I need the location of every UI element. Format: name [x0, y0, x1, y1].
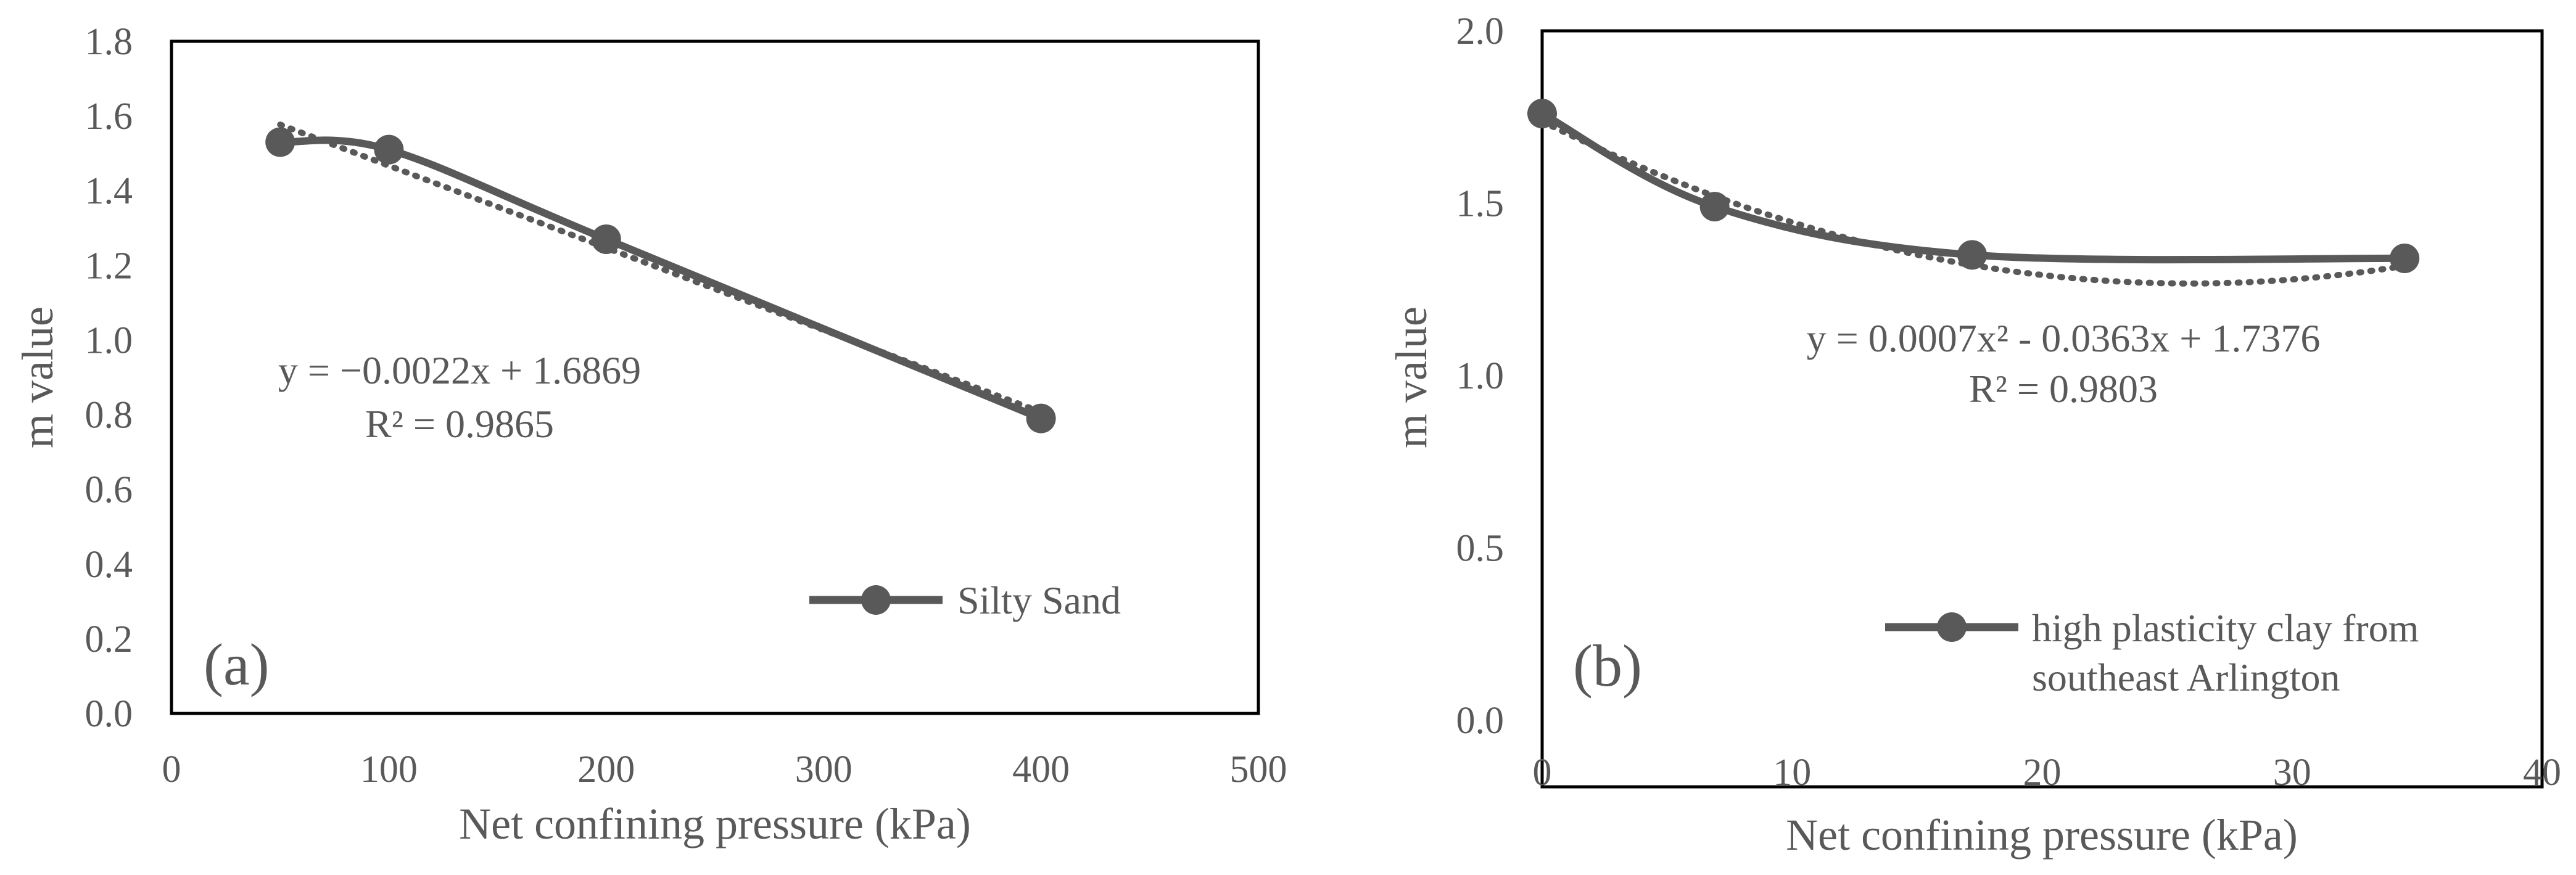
- chart-panel-a: 0.0 0.2 0.4 0.6 0.8 1.0 1.2 1.4 1.6 1.8 0 100 200 30…: [13, 21, 1287, 848]
- data-point-marker: [1699, 192, 1730, 222]
- series-line-clay: [1538, 110, 2409, 264]
- x-tick-label: 0: [162, 749, 181, 791]
- legend-label-clay-line1: high plasticity clay from: [2032, 606, 2419, 650]
- x-tick-labels-a: 0 100 200 300 400 500: [162, 749, 1287, 791]
- series-markers-b: [1527, 99, 2420, 273]
- data-point-marker: [374, 134, 404, 165]
- x-axis-label-a: Net confining pressure (kPa): [459, 799, 971, 848]
- y-axis-label-b: m value: [1387, 306, 1436, 448]
- legend-label-silty-sand: Silty Sand: [957, 578, 1121, 622]
- legend-b: high plasticity clay from southeast Arli…: [1885, 606, 2419, 699]
- series-markers-a: [265, 127, 1056, 433]
- y-tick-label: 1.0: [85, 319, 133, 361]
- y-tick-label: 0.5: [1456, 528, 1505, 570]
- series-line-silty-sand: [276, 136, 1045, 422]
- trendline-equation-a: y = −0.0022x + 1.6869: [278, 348, 641, 392]
- r-squared-a: R² = 0.9865: [365, 402, 554, 446]
- y-tick-labels-a: 0.0 0.2 0.4 0.6 0.8 1.0 1.2 1.4 1.6 1.8: [85, 21, 133, 735]
- y-tick-label: 1.0: [1456, 355, 1505, 397]
- y-tick-label: 0.0: [1456, 700, 1505, 742]
- y-tick-label: 2.0: [1456, 10, 1505, 52]
- y-tick-label: 1.6: [85, 96, 133, 138]
- panel-label-a: (a): [204, 631, 270, 697]
- x-tick-label: 10: [1773, 752, 1811, 794]
- data-point-marker: [1957, 240, 1988, 270]
- panel-label-b: (b): [1573, 633, 1642, 699]
- legend-label-clay-line2: southeast Arlington: [2032, 655, 2340, 699]
- y-tick-label: 1.8: [85, 21, 133, 63]
- x-tick-label: 500: [1230, 749, 1287, 791]
- data-point-marker: [1026, 403, 1056, 433]
- y-tick-label: 0.0: [85, 693, 133, 735]
- data-point-marker: [2390, 243, 2420, 273]
- y-tick-label: 1.4: [85, 170, 133, 212]
- y-tick-label: 0.2: [85, 618, 133, 660]
- r-squared-b: R² = 0.9803: [1969, 367, 2158, 411]
- data-point-marker: [591, 224, 621, 254]
- chart-panel-b: 0.0 0.5 1.0 1.5 2.0 0 10 20 30 40 Net confining …: [1387, 10, 2561, 860]
- x-tick-label: 20: [2023, 752, 2062, 794]
- x-tick-label: 100: [360, 749, 418, 791]
- x-tick-label: 40: [2523, 752, 2561, 794]
- legend-marker-a: [861, 585, 891, 615]
- x-tick-label: 200: [577, 749, 635, 791]
- x-tick-labels-b: 0 10 20 30 40: [1533, 752, 2562, 794]
- x-axis-label-b: Net confining pressure (kPa): [1786, 810, 2298, 860]
- data-point-marker: [1527, 99, 1557, 129]
- plot-frame-b: [1540, 29, 2544, 789]
- legend-marker-b: [1937, 612, 1967, 642]
- trendline-equation-b: y = 0.0007x² - 0.0363x + 1.7376: [1807, 316, 2321, 360]
- x-tick-label: 400: [1012, 749, 1070, 791]
- y-tick-label: 0.4: [85, 544, 133, 586]
- legend-a: Silty Sand: [809, 578, 1121, 622]
- x-tick-label: 0: [1533, 752, 1552, 794]
- data-point-marker: [265, 127, 295, 157]
- x-tick-label: 30: [2273, 752, 2311, 794]
- y-tick-label: 1.2: [85, 245, 133, 287]
- y-tick-label: 0.8: [85, 395, 133, 437]
- y-tick-labels-b: 0.0 0.5 1.0 1.5 2.0: [1456, 10, 1505, 742]
- y-tick-label: 1.5: [1456, 183, 1505, 225]
- y-tick-label: 0.6: [85, 469, 133, 511]
- y-axis-label-a: m value: [13, 306, 62, 448]
- x-tick-label: 300: [795, 749, 852, 791]
